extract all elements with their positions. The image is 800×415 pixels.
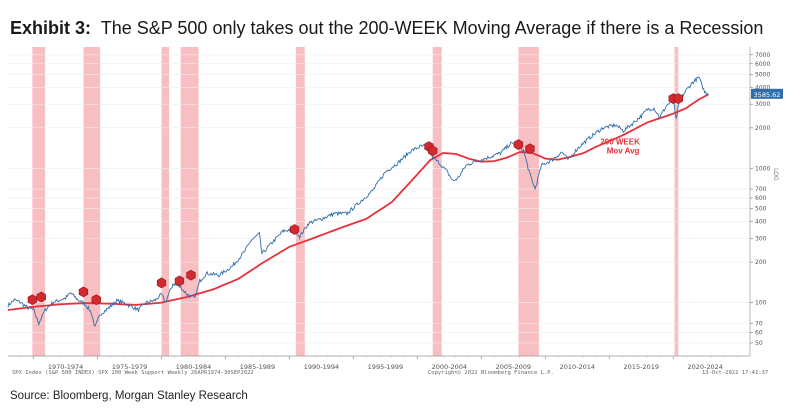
x-tick-label-5: 1990-1994 [304, 363, 339, 371]
y-tick-label-700: 700 [755, 186, 767, 193]
recession-shading-group [32, 47, 679, 356]
x-tick-label-1: 1970-1974 [48, 363, 83, 371]
recession-marker-3 [78, 286, 89, 298]
footer-left: SPX Index (S&P 500 INDEX) SPX 200 Week S… [12, 370, 254, 376]
y-tick-label-60: 60 [755, 329, 763, 336]
recession-band-4 [180, 47, 199, 356]
y-tick-label-1000: 1000 [755, 165, 770, 172]
y-tick-label-600: 600 [755, 195, 767, 202]
x-tick-label-10: 2015-2019 [624, 363, 659, 371]
x-tick-label-4: 1985-1989 [240, 363, 275, 371]
price-line [7, 76, 709, 327]
footer-center: Copyright© 2022 Bloomberg Finance L.P. [428, 370, 554, 376]
y-tick-label-400: 400 [755, 219, 767, 226]
price-group [7, 76, 709, 327]
y-tick-label-2000: 2000 [755, 125, 770, 132]
y-tick-label-500: 500 [755, 206, 767, 213]
recession-band-7 [518, 47, 539, 356]
footer-right: 13-Oct-2022 17:41:37 [702, 370, 768, 376]
x-tick-label-7: 2000-2004 [432, 363, 467, 371]
y-tick-label-7000: 7000 [755, 52, 770, 59]
axis-scale-label: LOG [772, 168, 779, 181]
recession-band-6 [432, 47, 442, 356]
recession-band-5 [295, 47, 305, 356]
recession-marker-2 [36, 291, 46, 303]
recession-band-2 [83, 47, 101, 356]
x-tick-label-3: 1980-1984 [176, 363, 211, 371]
recession-marker-1 [27, 294, 37, 306]
markers-group [27, 93, 684, 306]
annotation-line-2: Mov Avg [607, 147, 640, 156]
title-text: The S&P 500 only takes out the 200-WEEK … [100, 18, 764, 38]
recession-marker-14 [673, 93, 684, 104]
recession-marker-12 [525, 143, 535, 155]
y-tick-label-300: 300 [755, 235, 767, 242]
recession-marker-10 [428, 145, 438, 157]
y-tick-label-6000: 6000 [755, 61, 770, 68]
axes-group: 50 60 70 100 200 300 400 500 600 700 1000 2000 3000 4… [8, 47, 783, 371]
recession-marker-11 [513, 139, 524, 150]
y-tick-label-3000: 3000 [755, 101, 770, 108]
exhibit-label: Exhibit 3: [10, 18, 92, 38]
y-tick-label-200: 200 [755, 259, 767, 266]
x-tick-label-6: 1995-1999 [368, 363, 403, 371]
recession-band-8 [674, 47, 679, 356]
y-tick-label-50: 50 [755, 340, 763, 347]
recession-marker-7 [186, 269, 196, 281]
recession-marker-6 [174, 275, 185, 287]
recession-band-3 [161, 47, 170, 356]
x-tick-label-8: 2005-2009 [496, 363, 531, 371]
last-value-label: 3585.62 [754, 91, 781, 99]
chart-title: Exhibit 3: The S&P 500 only takes out th… [10, 18, 763, 39]
last-value-box [751, 88, 783, 99]
moving-average-group [7, 93, 709, 311]
recession-band-1 [32, 47, 46, 356]
y-tick-label-5000: 5000 [755, 71, 770, 78]
source-note: Source: Bloomberg, Morgan Stanley Resear… [10, 390, 248, 402]
y-tick-label-70: 70 [755, 320, 763, 327]
y-tick-label-100: 100 [755, 300, 767, 307]
x-tick-label-2: 1975-1979 [112, 363, 147, 371]
recession-marker-5 [156, 277, 167, 289]
x-tick-label-11: 2020-2024 [688, 363, 723, 371]
grid-group [8, 54, 750, 344]
x-tick-label-9: 2010-2014 [560, 363, 595, 371]
y-tick-label-4000: 4000 [755, 84, 770, 91]
recession-marker-4 [91, 294, 101, 306]
recession-marker-8 [289, 224, 300, 235]
moving-average-line [7, 93, 709, 311]
annotation-line-1: 200 WEEK [600, 138, 640, 147]
sp500-chart: 50 60 70 100 200 300 400 500 600 700 1000 2000 3000 4… [7, 47, 783, 376]
